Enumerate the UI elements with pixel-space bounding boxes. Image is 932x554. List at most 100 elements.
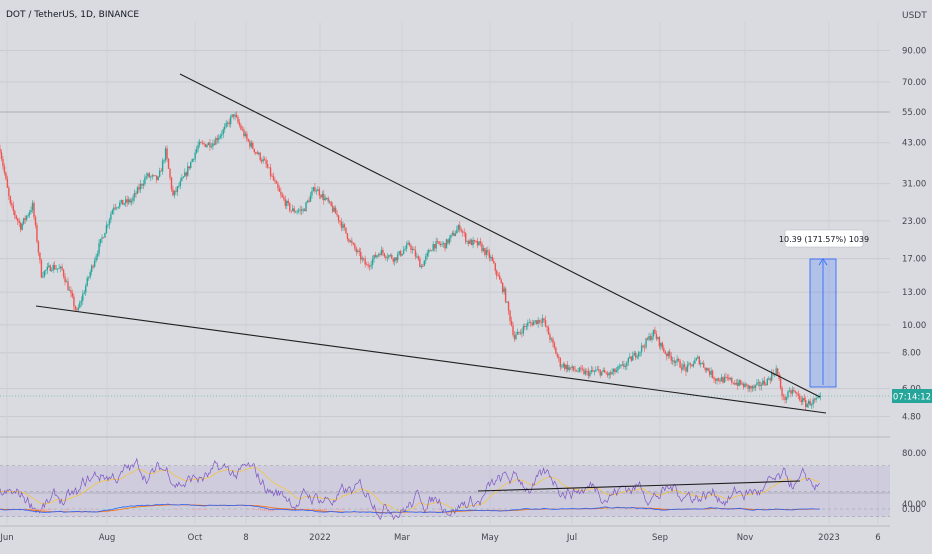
- candle-body: [628, 358, 629, 362]
- candle-body: [261, 160, 262, 161]
- candle-body: [425, 256, 426, 260]
- candle-body: [678, 359, 679, 361]
- time-tick-label: 2022: [309, 533, 331, 543]
- candle-body: [363, 258, 364, 259]
- candle-body: [251, 143, 252, 147]
- candle-body: [654, 330, 655, 334]
- candle-body: [622, 364, 623, 365]
- candle-body: [747, 384, 748, 388]
- candle-body: [693, 364, 694, 367]
- candle-body: [790, 391, 791, 394]
- candle-body: [160, 171, 161, 172]
- candle-body: [138, 187, 139, 189]
- candle-body: [582, 369, 583, 370]
- candle-body: [459, 225, 460, 230]
- candle-body: [619, 366, 620, 367]
- macd-histogram-bar: [472, 508, 473, 509]
- candle-body: [66, 281, 67, 282]
- candle-body: [273, 176, 274, 181]
- candle-body: [70, 290, 71, 293]
- candle-body: [502, 283, 503, 292]
- candle-body: [804, 398, 805, 400]
- candle-body: [534, 320, 535, 322]
- candle-body: [239, 122, 240, 125]
- candle-body: [465, 233, 466, 242]
- candle-body: [817, 398, 818, 399]
- candle-body: [691, 364, 692, 366]
- candle-body: [770, 379, 771, 381]
- candle-body: [676, 359, 677, 362]
- candle-body: [517, 332, 518, 335]
- candle-body: [432, 244, 433, 250]
- candle-body: [539, 320, 540, 322]
- candle-body: [566, 365, 567, 369]
- candle-body: [796, 393, 797, 394]
- candle-body: [644, 347, 645, 348]
- candle-body: [715, 379, 716, 381]
- candle-body: [313, 187, 314, 191]
- candle-body: [187, 166, 188, 175]
- macd-histogram-bar: [392, 508, 393, 509]
- candle-body: [588, 371, 589, 376]
- candle-body: [47, 267, 48, 270]
- candle-body: [310, 195, 311, 201]
- candle-body: [208, 143, 209, 145]
- candle-body: [808, 401, 809, 404]
- candle-body: [118, 207, 119, 208]
- candle-body: [450, 235, 451, 238]
- candle-body: [116, 208, 117, 209]
- candle-body: [328, 198, 329, 202]
- macd-histogram-bar: [202, 509, 203, 510]
- candle-body: [171, 178, 172, 190]
- candle-body: [605, 373, 606, 374]
- candle-body: [396, 257, 397, 260]
- candle-body: [526, 326, 527, 327]
- candle-body: [741, 384, 742, 385]
- macd-histogram-bar: [260, 509, 261, 510]
- candle-body: [333, 208, 334, 212]
- candle-body: [626, 362, 627, 366]
- candle-body: [410, 246, 411, 250]
- candle-body: [724, 377, 725, 383]
- macd-histogram-bar: [510, 508, 511, 509]
- candle-body: [180, 181, 181, 186]
- candle-body: [206, 145, 207, 147]
- candle-body: [604, 370, 605, 373]
- candle-body: [571, 366, 572, 368]
- candle-body: [375, 255, 376, 257]
- candle-body: [184, 172, 185, 176]
- candle-body: [464, 232, 465, 233]
- candle-body: [520, 333, 521, 334]
- candle-body: [422, 266, 423, 267]
- candle-body: [217, 138, 218, 140]
- candle-body: [211, 146, 212, 147]
- candle-body: [360, 252, 361, 260]
- macd-histogram-bar: [342, 509, 343, 510]
- candle-body: [404, 249, 405, 250]
- candle-body: [458, 225, 459, 229]
- candle-body: [13, 205, 14, 211]
- candle-body: [296, 211, 297, 212]
- candle-body: [348, 239, 349, 242]
- candle-body: [421, 266, 422, 267]
- macd-histogram-bar: [106, 508, 107, 509]
- price-tick-label: 8.00: [902, 349, 921, 359]
- candle-body: [212, 143, 213, 146]
- macd-histogram-bar: [110, 508, 111, 509]
- candle-body: [177, 186, 178, 192]
- candle-body: [147, 173, 148, 176]
- candle-body: [157, 177, 158, 180]
- macd-histogram-bar: [168, 508, 169, 509]
- candle-body: [750, 386, 751, 388]
- candle-body: [610, 373, 611, 375]
- candle-body: [768, 379, 769, 380]
- candle-body: [617, 367, 618, 371]
- macd-histogram-bar: [450, 508, 451, 509]
- candle-body: [616, 370, 617, 372]
- candle-body: [357, 251, 358, 252]
- candle-body: [141, 184, 142, 185]
- candle-body: [384, 253, 385, 256]
- candle-body: [295, 212, 296, 213]
